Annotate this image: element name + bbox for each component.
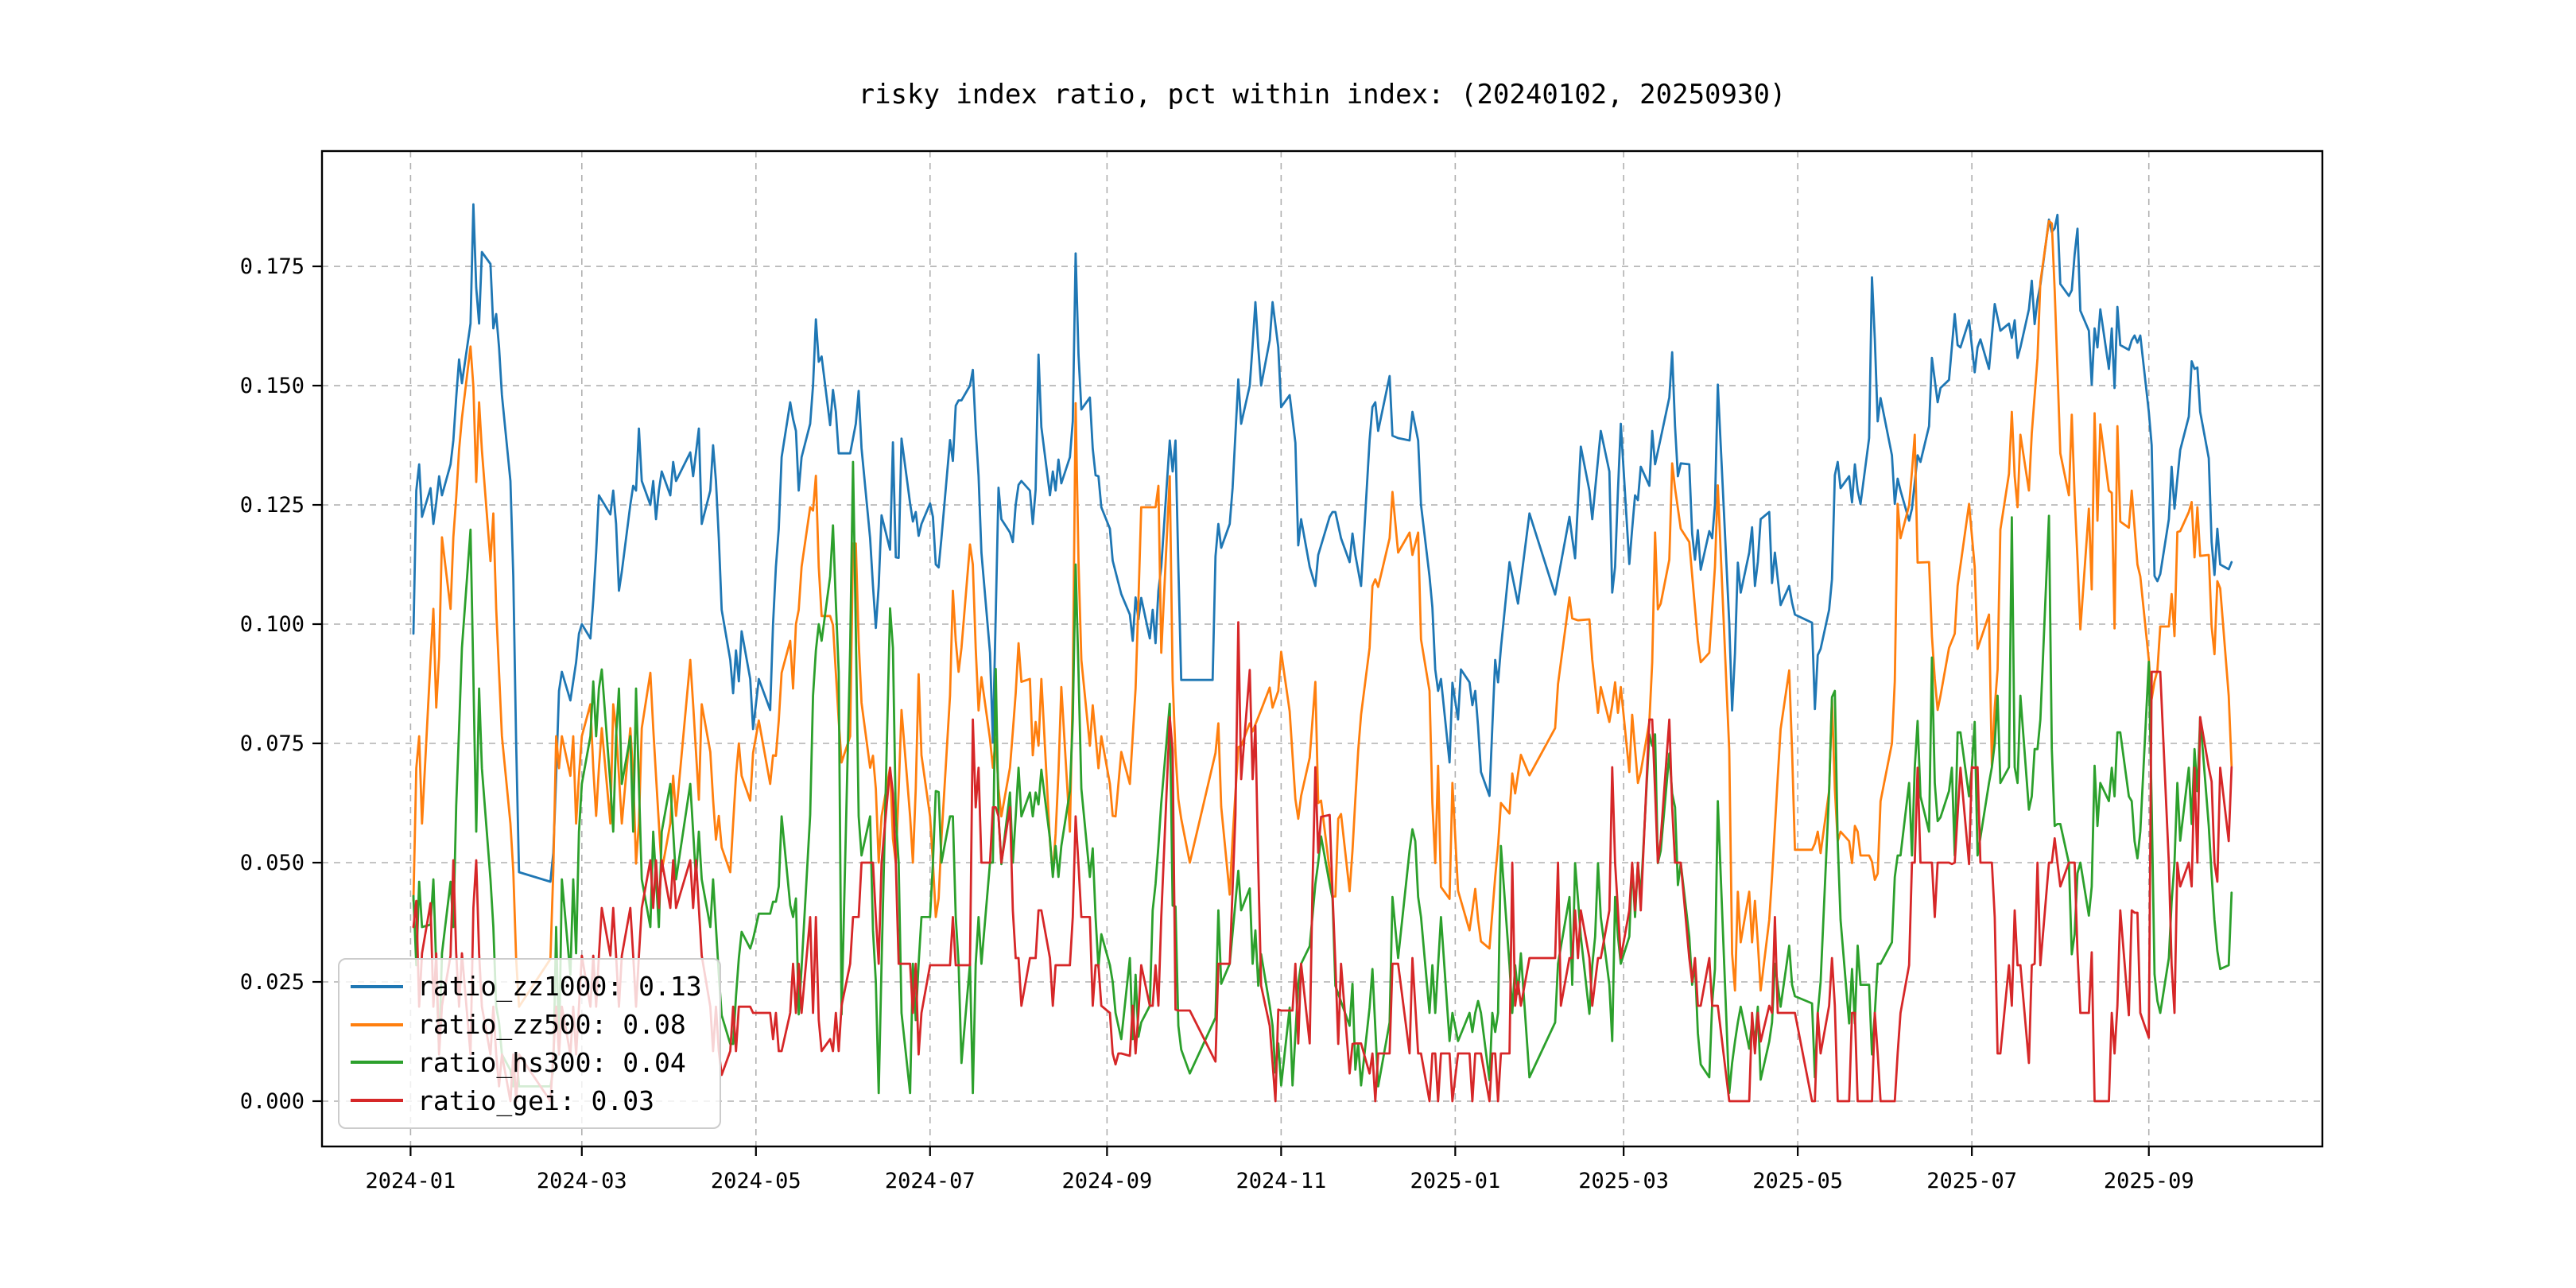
plot-border (320, 149, 2324, 1148)
chart-title: risky index ratio, pct within index: (20… (859, 79, 1787, 111)
x-tick-label: 2024-05 (711, 1169, 801, 1193)
y-tick-label: 0.150 (240, 374, 305, 398)
x-tick-label: 2024-01 (366, 1169, 456, 1193)
legend-line-swatch (351, 1099, 403, 1103)
legend-item-ratio_zz500: ratio_zz500: 0.08 (351, 1009, 708, 1040)
legend-line-swatch (351, 984, 403, 988)
legend-line-swatch (351, 1061, 403, 1065)
y-tick-label: 0.025 (240, 970, 305, 995)
y-tick-label: 0.000 (240, 1089, 305, 1114)
legend: ratio_zz1000: 0.13 ratio_zz500: 0.08 ratio… (338, 958, 721, 1129)
series-line-ratio_zz500 (412, 219, 2233, 1008)
x-tick-label: 2025-01 (1410, 1169, 1500, 1193)
tick-labels: 0.000 0.025 0.050 0.075 0.100 0.125 0.150 0.175… (240, 254, 2194, 1193)
y-tick-label: 0.075 (240, 731, 305, 756)
x-tick-label: 2024-07 (885, 1169, 976, 1193)
y-tick-label: 0.100 (240, 612, 305, 637)
series-line-ratio_gei (412, 621, 2233, 1103)
y-tick-label: 0.125 (240, 493, 305, 518)
legend-label: ratio_zz1000: 0.13 (417, 971, 702, 1003)
x-tick-label: 2025-05 (1752, 1169, 1843, 1193)
legend-item-ratio_gei: ratio_gei: 0.03 (351, 1085, 708, 1116)
axes (312, 149, 2324, 1156)
x-tick-label: 2025-03 (1578, 1169, 1669, 1193)
series-line-ratio_zz1000 (412, 203, 2233, 883)
x-tick-label: 2024-11 (1236, 1169, 1326, 1193)
x-tick-label: 2025-09 (2104, 1169, 2194, 1193)
legend-item-ratio_hs300: ratio_hs300: 0.04 (351, 1047, 708, 1078)
legend-item-ratio_zz1000: ratio_zz1000: 0.13 (351, 971, 708, 1002)
legend-label: ratio_hs300: 0.04 (417, 1046, 686, 1078)
legend-line-swatch (351, 1022, 403, 1026)
y-tick-label: 0.050 (240, 851, 305, 875)
legend-label: ratio_zz500: 0.08 (417, 1009, 686, 1041)
x-tick-label: 2024-03 (537, 1169, 627, 1193)
legend-label: ratio_gei: 0.03 (417, 1084, 655, 1116)
y-tick-label: 0.175 (240, 254, 305, 279)
x-tick-label: 2025-07 (1926, 1169, 2017, 1193)
x-tick-label: 2024-09 (1061, 1169, 1152, 1193)
